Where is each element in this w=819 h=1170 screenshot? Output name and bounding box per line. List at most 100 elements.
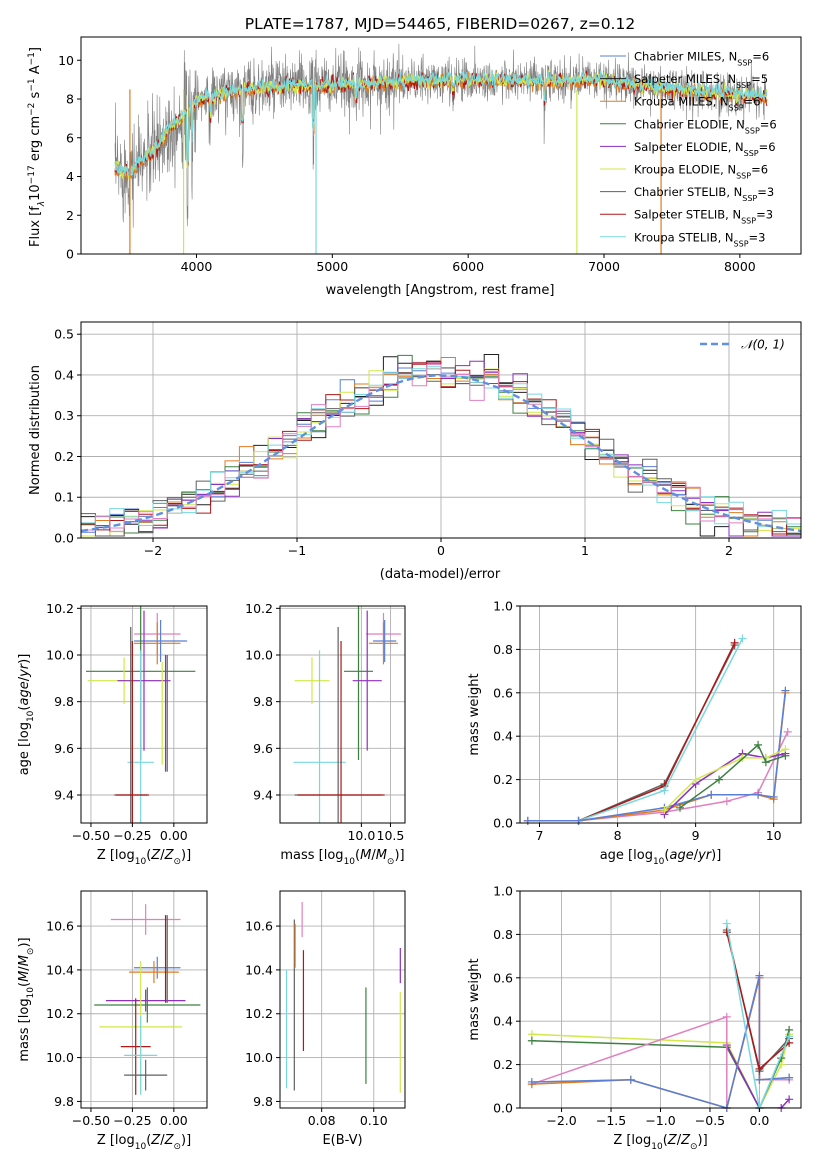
mass-vs-metallicity-ylabel: mass [log10(M/M⊙)] <box>17 937 36 1061</box>
massweight-vs-age-marker-salp_stelib-2 <box>730 638 739 647</box>
legend-label-chab_miles: Chabrier MILES, NSSP=6 <box>634 50 769 68</box>
massweight-vs-age-marker-chab_elodie-2 <box>754 740 763 749</box>
mass-vs-metallicity-ytick-label: 10.6 <box>46 919 74 934</box>
massweight-vs-metallicity-marker-salp_stelib-1 <box>755 1064 764 1073</box>
spectrum-ytick-label: 4 <box>66 169 74 184</box>
massweight-vs-metallicity-xtick-label: −2.0 <box>546 1113 576 1128</box>
residuals-xtick-label: 0 <box>437 543 445 558</box>
age-vs-metallicity-xtick-label: −0.25 <box>113 828 151 843</box>
spectrum-legend: Chabrier MILES, NSSP=6 Salpeter MILES, NS… <box>600 50 777 248</box>
massweight-vs-metallicity-marker-pink-1 <box>722 1012 731 1021</box>
massweight-vs-metallicity-line-kroupa_stelib <box>726 923 790 1108</box>
spectrum-xtick-label: 8000 <box>724 259 756 274</box>
mass-vs-ebv-ytick-label: 9.8 <box>253 1094 273 1109</box>
age-vs-metallicity-panel: −0.50 −0.25 0.00 9.4 9.6 9.8 10.0 10.2 Z [log10(… <box>17 601 208 867</box>
mass-vs-ebv-xtick-label: 0.10 <box>360 1113 388 1128</box>
massweight-vs-age-xtick-label: 7 <box>536 828 544 843</box>
spectrum-ylabel: Flux [fλ10−17 erg cm−2 s−1 A−1] <box>27 47 47 247</box>
mass-vs-metallicity-ytick-label: 10.0 <box>46 1050 74 1065</box>
residuals-panel: −2 −1 0 1 2 0.0 0.1 0.2 0.3 0.4 0.5 𝒩(0, 1) (data-… <box>28 321 802 582</box>
mass-vs-ebv-ytick-label: 10.2 <box>245 1006 273 1021</box>
massweight-vs-metallicity-ytick-label: 0.0 <box>493 1101 513 1116</box>
spectrum-frame <box>80 36 802 255</box>
age-vs-mass-xtick-label: 10.5 <box>377 828 405 843</box>
age-vs-mass-ytick-label: 10.2 <box>245 601 273 616</box>
spectrum-title: PLATE=1787, MJD=54465, FIBERID=0267, z=0… <box>245 15 635 33</box>
mass-vs-metallicity-xtick-label: −0.25 <box>113 1113 151 1128</box>
normal-distribution-curve <box>80 374 802 533</box>
massweight-vs-age-marker-kroupa_elodie-1 <box>691 775 700 784</box>
massweight-vs-metallicity-line-chab_stelib <box>726 929 790 1073</box>
massweight-vs-metallicity-xtick-label: −0.5 <box>695 1113 725 1128</box>
massweight-vs-age-xlabel: age [log10(age/yr)] <box>600 848 722 867</box>
mass-vs-ebv-frame <box>279 890 406 1109</box>
massweight-vs-age-marker-chab_miles-4 <box>754 790 763 799</box>
residuals-xtick-label: −1 <box>288 543 306 558</box>
massweight-vs-age-marker-chab_elodie-1 <box>715 775 724 784</box>
spectrum-xtick-label: 7000 <box>588 259 620 274</box>
legend-subscript: SSP <box>741 216 756 225</box>
legend-label-kroupa_stelib: Kroupa STELIB, NSSP=3 <box>634 230 765 248</box>
massweight-vs-metallicity-panel: −2.0 −1.5 −1.0 −0.5 0.0 0.0 0.2 0.4 0.6 0.8 1.0 Z [… <box>467 884 802 1152</box>
massweight-vs-metallicity-marker-chab_miles-0 <box>527 1077 536 1086</box>
legend-label-chab_elodie: Chabrier ELODIE, NSSP=6 <box>634 117 777 135</box>
legend-subscript: SSP <box>736 81 751 90</box>
spectrum-ticks: 4000 5000 6000 7000 8000 0 2 4 6 8 10 <box>58 53 756 274</box>
residuals-xlabel: (data-model)/error <box>380 567 501 582</box>
age-vs-metallicity-ytick-label: 10.0 <box>46 648 74 663</box>
legend-label-chab_stelib: Chabrier STELIB, NSSP=3 <box>634 185 774 203</box>
massweight-vs-metallicity-marker-chab_miles-3 <box>755 971 764 980</box>
massweight-vs-age-line-kroupa_miles <box>527 692 787 822</box>
massweight-vs-metallicity-marker-kroupa_stelib-2 <box>785 1032 794 1041</box>
massweight-vs-age-marker-chab_miles-6 <box>781 686 790 695</box>
age-vs-metallicity-ytick-label: 9.4 <box>54 788 74 803</box>
residuals-ytick-label: 0.2 <box>54 449 74 464</box>
massweight-vs-age-ytick-label: 0.4 <box>493 729 513 744</box>
spectrum-xlabel: wavelength [Angstrom, rest frame] <box>326 283 555 298</box>
massweight-vs-age-marker-chab_elodie-3 <box>761 758 770 767</box>
residuals-ylabel: Normed distribution <box>28 365 43 495</box>
massweight-vs-metallicity-xtick-label: −1.0 <box>645 1113 675 1128</box>
legend-label-kroupa_elodie: Kroupa ELODIE, NSSP=6 <box>634 163 768 181</box>
age-vs-metallicity-ytick-label: 9.8 <box>54 694 74 709</box>
massweight-vs-age-line-pink <box>527 731 789 822</box>
mass-vs-ebv-ytick-label: 10.6 <box>245 919 273 934</box>
age-vs-metallicity-xtick-label: −0.50 <box>72 828 110 843</box>
massweight-vs-metallicity-ylabel: mass weight <box>467 958 482 1040</box>
spectrum-ytick-label: 0 <box>66 247 74 262</box>
mass-vs-ebv-xlabel: E(B-V) <box>322 1133 362 1148</box>
residuals-ytick-label: 0.5 <box>54 327 74 342</box>
legend-tail: =5 <box>751 72 768 86</box>
age-vs-mass-xlabel: mass [log10(M/M⊙)] <box>280 848 404 867</box>
mass-vs-metallicity-xtick-label: −0.50 <box>72 1113 110 1128</box>
massweight-vs-age-ytick-label: 0.8 <box>493 642 513 657</box>
age-vs-mass-frame <box>279 605 406 824</box>
massweight-vs-metallicity-xtick-label: −1.5 <box>596 1113 626 1128</box>
age-vs-metallicity-ylabel: age [log10(age/yr)] <box>17 654 36 776</box>
age-vs-metallicity-ytick-label: 10.2 <box>46 601 74 616</box>
legend-subscript: SSP <box>737 58 752 67</box>
age-vs-mass-ytick-label: 9.6 <box>253 741 273 756</box>
massweight-vs-age-ytick-label: 0.6 <box>493 685 513 700</box>
massweight-vs-age-marker-chab_miles-3 <box>707 790 716 799</box>
massweight-vs-age-marker-pink-3 <box>722 797 731 806</box>
legend-subscript: SSP <box>744 148 759 157</box>
massweight-vs-age-panel: 7 8 9 10 0.0 0.2 0.4 0.6 0.8 1.0 age [log10(age/yr… <box>467 599 802 867</box>
massweight-vs-age-marker-kroupa_stelib-2 <box>738 634 747 643</box>
mass-vs-ebv-ytick-label: 10.4 <box>245 962 273 977</box>
age-vs-mass-ytick-label: 9.4 <box>253 788 273 803</box>
massweight-vs-metallicity-marker-chab_miles-5 <box>785 1073 794 1082</box>
mass-vs-metallicity-xtick-label: 0.00 <box>160 1113 188 1128</box>
massweight-vs-age-marker-kroupa_stelib-1 <box>660 786 669 795</box>
legend-subscript: SSP <box>736 171 751 180</box>
massweight-vs-metallicity-ytick-label: 0.4 <box>493 1014 513 1029</box>
spectrum-xtick-label: 5000 <box>316 259 348 274</box>
legend-tail: =6 <box>751 163 768 177</box>
age-vs-mass-ytick-label: 10.0 <box>245 648 273 663</box>
residuals-ytick-label: 0.4 <box>54 367 74 382</box>
mass-vs-metallicity-ytick-label: 10.2 <box>46 1006 74 1021</box>
spectrum-ytick-label: 6 <box>66 130 74 145</box>
spectrum-plot-area <box>80 36 802 255</box>
massweight-vs-metallicity-marker-chab_elodie-0 <box>527 1036 536 1045</box>
